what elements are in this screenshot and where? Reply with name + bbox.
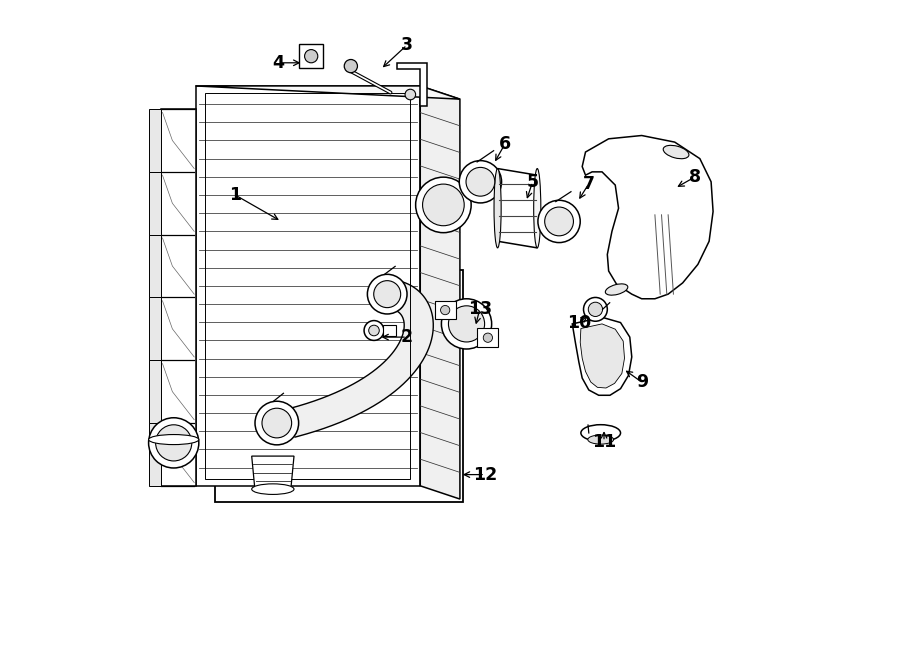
Polygon shape: [300, 44, 323, 68]
Ellipse shape: [580, 425, 620, 442]
Polygon shape: [149, 297, 161, 360]
Polygon shape: [195, 86, 460, 99]
Bar: [382, 325, 396, 336]
Ellipse shape: [534, 169, 541, 248]
Circle shape: [441, 299, 491, 349]
Polygon shape: [149, 235, 161, 297]
Polygon shape: [161, 109, 195, 486]
Circle shape: [544, 207, 573, 236]
Circle shape: [448, 306, 484, 342]
Circle shape: [459, 161, 501, 203]
Circle shape: [364, 321, 384, 340]
Text: 12: 12: [472, 465, 497, 484]
Text: 9: 9: [635, 373, 648, 391]
Polygon shape: [149, 109, 161, 172]
Ellipse shape: [663, 145, 688, 159]
Circle shape: [369, 325, 379, 336]
Circle shape: [255, 401, 299, 445]
Ellipse shape: [588, 435, 614, 444]
Polygon shape: [288, 280, 433, 437]
Ellipse shape: [494, 169, 501, 248]
Circle shape: [416, 177, 472, 233]
Text: 6: 6: [499, 135, 511, 153]
Circle shape: [583, 297, 608, 321]
Circle shape: [423, 184, 464, 226]
Polygon shape: [420, 86, 460, 499]
Polygon shape: [149, 360, 161, 423]
Circle shape: [374, 281, 400, 307]
Circle shape: [440, 305, 450, 315]
Bar: [215, 270, 464, 502]
Text: 5: 5: [526, 173, 539, 191]
Polygon shape: [149, 172, 161, 235]
Circle shape: [466, 167, 495, 196]
Circle shape: [538, 200, 580, 243]
Ellipse shape: [252, 484, 294, 494]
Text: 1: 1: [230, 186, 241, 204]
Polygon shape: [252, 456, 294, 489]
Text: 13: 13: [468, 300, 491, 319]
Text: 3: 3: [401, 36, 413, 54]
Circle shape: [483, 333, 492, 342]
Polygon shape: [572, 317, 632, 395]
Polygon shape: [498, 169, 537, 248]
Circle shape: [367, 274, 407, 314]
Circle shape: [405, 89, 416, 100]
Circle shape: [148, 418, 199, 468]
Polygon shape: [397, 63, 427, 106]
Polygon shape: [582, 136, 713, 299]
Ellipse shape: [148, 434, 199, 445]
Text: 2: 2: [401, 328, 413, 346]
Circle shape: [304, 50, 318, 63]
Text: 4: 4: [272, 54, 284, 72]
Polygon shape: [477, 329, 499, 347]
Text: 10: 10: [567, 313, 591, 332]
Polygon shape: [195, 86, 420, 486]
Polygon shape: [149, 423, 161, 486]
Text: 8: 8: [688, 168, 700, 186]
Polygon shape: [435, 301, 455, 319]
Circle shape: [156, 425, 192, 461]
Circle shape: [344, 59, 357, 73]
Circle shape: [262, 408, 292, 438]
Polygon shape: [580, 324, 625, 388]
Text: 7: 7: [583, 175, 595, 193]
Circle shape: [589, 302, 603, 317]
Text: 11: 11: [592, 432, 617, 451]
Ellipse shape: [606, 284, 628, 295]
